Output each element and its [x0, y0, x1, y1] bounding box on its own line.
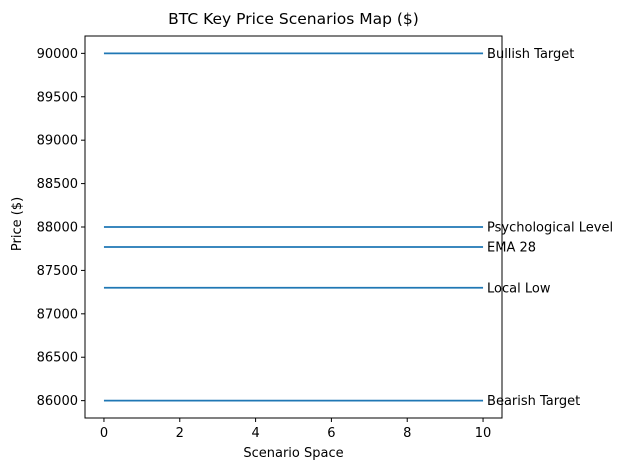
y-tick-label: 88000: [37, 221, 78, 236]
y-tick-label: 90000: [37, 47, 78, 62]
y-tick-label: 86500: [37, 351, 78, 366]
y-tick-label: 89000: [37, 134, 78, 149]
x-tick-label: 2: [176, 426, 184, 441]
x-tick-label: 4: [251, 426, 259, 441]
series-label: Bullish Target: [487, 47, 574, 62]
series-label: EMA 28: [487, 240, 536, 255]
series-lines: [103, 52, 484, 402]
y-tick-label: 89500: [37, 90, 78, 105]
y-tick-label: 88500: [37, 177, 78, 192]
series-labels: Bullish Target Psychological Level EMA 28 L…: [487, 47, 613, 409]
series-label: Bearish Target: [487, 394, 580, 409]
x-tick-label: 0: [100, 426, 108, 441]
chart-title: BTC Key Price Scenarios Map ($): [168, 10, 419, 28]
series-label: Psychological Level: [487, 221, 613, 236]
y-tick-label: 87000: [37, 307, 78, 322]
y-tick-label: 86000: [37, 394, 78, 409]
x-tick-label: 8: [403, 426, 411, 441]
series-label: Local Low: [487, 281, 551, 296]
x-axis: 0 2 4 6 8 10: [100, 418, 492, 441]
x-axis-label: Scenario Space: [243, 446, 343, 461]
x-tick-label: 6: [327, 426, 335, 441]
x-tick-label: 10: [475, 426, 492, 441]
y-tick-label: 87500: [37, 264, 78, 279]
y-axis: 86000 86500 87000 87500 88000 88500 89000 89500…: [37, 47, 85, 409]
y-axis-label: Price ($): [10, 197, 25, 251]
